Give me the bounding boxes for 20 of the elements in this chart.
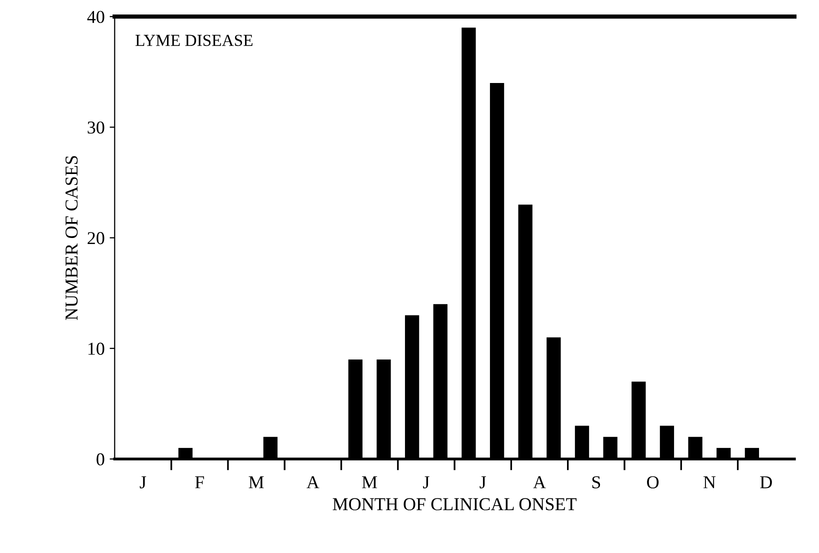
y-tick-label: 20 [88,232,104,244]
y-axis-title: NUMBER OF CASES [66,156,78,320]
x-tick-label: J [423,476,430,488]
x-tick-label: A [306,476,320,488]
x-tick-label: S [592,476,600,488]
x-tick-label: O [647,476,659,488]
x-tick-label: A [533,476,546,488]
x-axis-title: MONTH OF CLINICAL ONSET [332,498,577,510]
y-tick-label: 30 [88,121,104,134]
x-tick-label: D [760,476,772,488]
y-tick-label: 10 [88,342,104,355]
y-tick-label: 0 [96,453,104,466]
x-tick-label: N [703,476,716,488]
annotation: LYME DISEASE [136,34,252,46]
y-tick-label: 40 [87,10,104,24]
x-tick-label: F [195,476,204,488]
x-tick-label: M [362,476,378,488]
x-tick-label: J [140,476,146,488]
x-tick-label: J [480,476,486,488]
x-tick-label: M [248,476,264,488]
